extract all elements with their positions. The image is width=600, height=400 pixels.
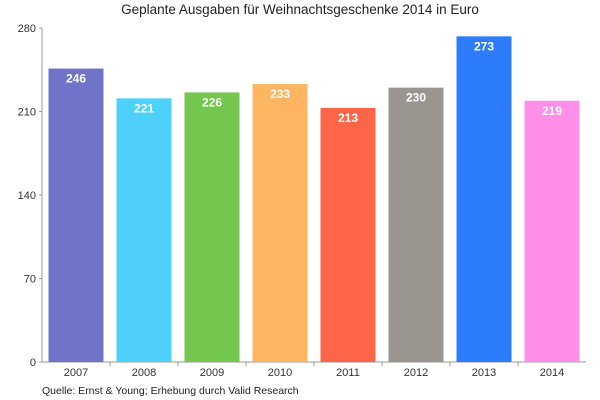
bar-2012 (388, 87, 444, 363)
bar-2008 (116, 98, 172, 362)
x-tick-label: 2012 (404, 367, 428, 379)
data-label-2010: 233 (270, 87, 290, 101)
data-label-2008: 221 (134, 101, 154, 115)
x-tick-label: 2014 (540, 367, 564, 379)
bar-2011 (320, 107, 376, 363)
x-tick-label: 2010 (268, 367, 292, 379)
y-tick-label: 140 (18, 190, 36, 202)
bar-2009 (184, 92, 240, 363)
data-label-2011: 213 (338, 111, 358, 125)
x-axis-ticks: 2007 2008 2009 2010 2011 2012 2013 2014 (64, 362, 564, 379)
y-axis-ticks: 0 70 140 210 280 (18, 23, 42, 369)
data-label-2009: 226 (202, 95, 222, 109)
data-label-2013: 273 (474, 39, 494, 53)
x-tick-label: 2013 (472, 367, 496, 379)
bar-2014 (524, 100, 580, 362)
x-tick-label: 2007 (64, 367, 88, 379)
bars (48, 36, 580, 363)
x-tick-label: 2009 (200, 367, 224, 379)
data-label-2007: 246 (66, 72, 86, 86)
chart-title: Geplante Ausgaben für Weihnachtsgeschenk… (121, 2, 479, 17)
data-label-2012: 230 (406, 91, 426, 105)
y-tick-label: 280 (18, 23, 36, 35)
bar-2007 (48, 68, 104, 363)
y-tick-label: 70 (24, 274, 36, 286)
data-label-2014: 219 (542, 104, 562, 118)
bar-2013 (456, 36, 512, 362)
y-tick-label: 0 (30, 357, 36, 369)
source-note: Quelle: Ernst & Young; Erhebung durch Va… (42, 385, 299, 397)
data-labels: 246 221 226 233 213 230 273 219 (66, 39, 562, 125)
bar-2010 (252, 84, 308, 363)
y-tick-label: 210 (18, 107, 36, 119)
x-tick-label: 2011 (336, 367, 360, 379)
x-tick-label: 2008 (132, 367, 156, 379)
